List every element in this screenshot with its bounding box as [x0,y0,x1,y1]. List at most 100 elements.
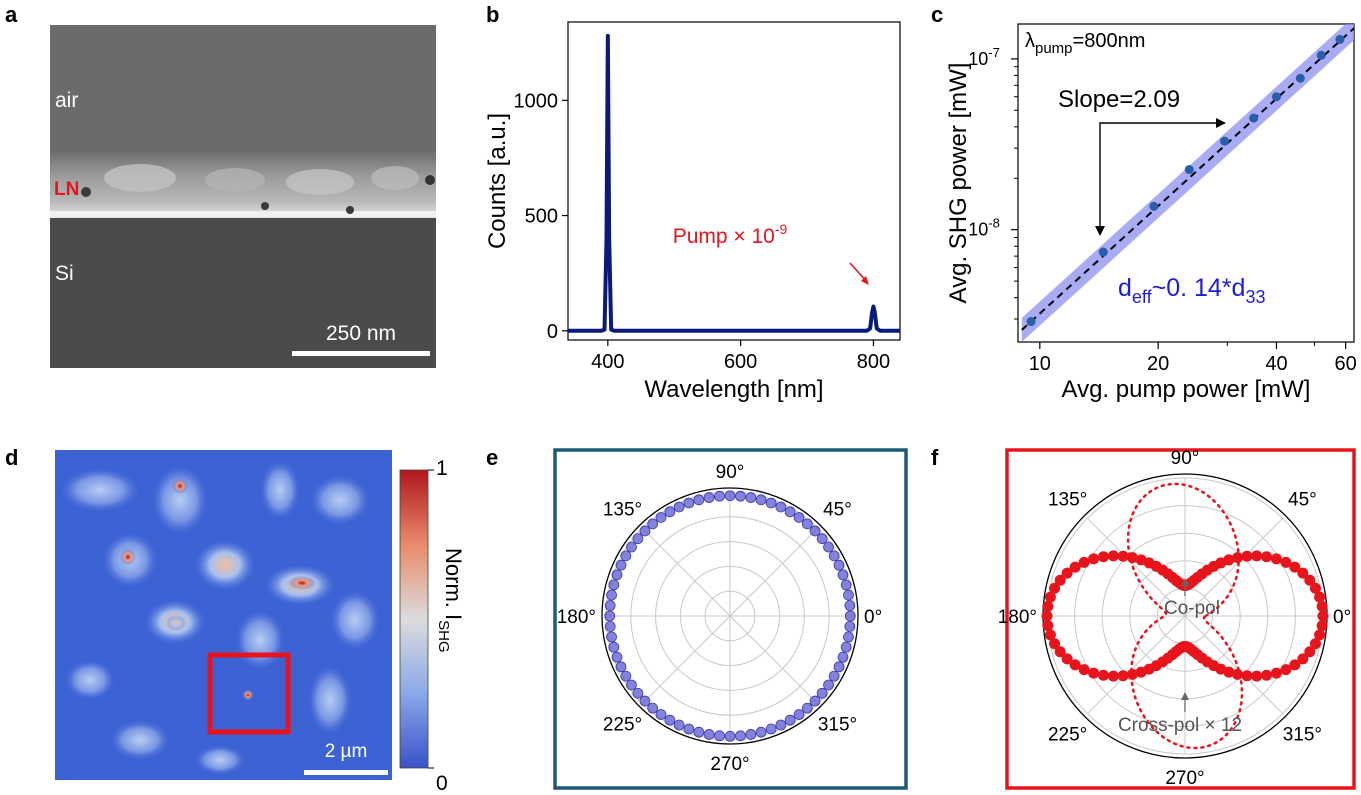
polar-point-e [809,525,821,537]
copol-point [1280,664,1292,676]
polar-point-e [823,679,834,691]
polar-point-e [828,550,840,562]
polar-point-e [843,589,854,601]
polar-point-e [606,589,617,601]
polar-point-e [837,651,849,663]
polar-point-e [823,541,834,553]
polar-point-e [755,726,767,738]
polar-point-e [714,730,725,742]
data-point [1316,50,1326,60]
polar-point-e [608,641,620,653]
copol-point [1054,646,1066,658]
copol-point [1297,567,1309,579]
polar-angle-label: 135° [1048,490,1087,511]
polar-angle-label: 90° [1171,448,1200,469]
crosspol-label: Cross-pol × 12 [1118,715,1242,736]
polar-point-e [664,714,676,726]
data-point [1271,92,1281,102]
polar-grid-spoke [1087,518,1186,617]
slope-bracket [1099,122,1220,232]
polar-point-e [606,631,617,643]
copol-point [1223,666,1235,678]
data-point [1098,247,1108,257]
polar-plot-f: 90° 45° 0° 315° 270° 225° 180° 135° [998,448,1351,789]
data-point [1219,136,1229,146]
x-axis-label-c: Avg. pump power [mW] [1062,376,1311,403]
polar-point-e [784,714,796,726]
copol-point [1232,668,1244,680]
colorbar-label: Norm. ISHG [435,548,466,653]
copol-point [1049,582,1061,594]
copol-point [1304,574,1316,586]
copol-point [1297,653,1309,665]
polar-point-e [673,719,685,731]
polar-angle-label: 180° [557,607,596,628]
panel-letter-d: d [5,445,18,470]
copol-point [1069,561,1081,573]
copol-point [1126,668,1138,680]
data-point [1149,201,1159,211]
panel-a: a air LN Si 250 nm [5,2,436,368]
polar-angle-label: 270° [1165,768,1204,789]
polar-point-e [664,506,676,518]
polar-point-e [604,610,616,622]
colorbar-min: 0 [436,772,448,795]
polar-point-e [620,670,632,682]
x-tick-label-b: 400 [591,351,624,373]
panel-letter-c: c [931,2,943,27]
polar-point-e [765,723,777,735]
copol-point [1241,550,1253,562]
copol-label: Co-pol [1164,598,1220,619]
polar-point-e [724,490,736,502]
polar-point-e [809,695,821,707]
polar-angle-label: 45° [1288,490,1317,511]
copol-point [1126,552,1138,564]
polar-point-e [793,512,805,523]
label-ln: LN [54,179,79,200]
x-tick-label-c: 20 [1147,353,1169,375]
copol-point [1088,667,1100,679]
polar-angle-label: 0° [864,607,882,628]
polar-point-e [655,709,667,720]
sem-image [50,25,436,368]
colorbar [399,469,429,769]
y-tick-label-b: 0 [547,321,558,343]
copol-point [1044,591,1056,603]
copol-arrowhead [1181,578,1189,586]
polar-point-e [816,533,828,545]
polar-point-e [784,506,796,518]
copol-point [1270,553,1282,565]
plot-frame-c [1017,23,1355,343]
polar-angle-label: 45° [823,500,852,521]
data-point [1184,165,1194,175]
polar-point-e [639,525,651,537]
copol-point [1261,669,1273,681]
polar-point-e [611,569,623,581]
panel-d: d 2 µm 1 0 [5,445,466,795]
polar-point-e [843,631,854,643]
polar-point-e [639,695,651,707]
pump-arrowhead [861,276,869,285]
copol-point [1304,646,1316,658]
panel-e: e 90° 45° 0° 315° 270° 225° 180° 135° [486,445,908,790]
scalebar-label-d: 2 µm [325,741,368,762]
polar-grid-spoke [1184,518,1283,617]
polar-point-e [775,719,787,731]
polar-point-e [735,730,746,742]
polar-point-e [647,518,659,530]
polar-point-e [833,661,845,673]
copol-point [1261,551,1273,563]
copol-point [1061,653,1073,665]
polar-point-e [615,661,627,673]
copol-point [1232,552,1244,564]
polar-point-e [844,600,856,611]
copol-point [1088,553,1100,565]
data-group-c [1021,24,1354,342]
crosspol-arrowhead [1181,692,1189,700]
polar-point-e [703,492,715,503]
copol-point [1054,574,1066,586]
scalebar-d [304,770,388,775]
x-tick-label-b: 600 [724,351,757,373]
copol-point [1117,550,1129,562]
